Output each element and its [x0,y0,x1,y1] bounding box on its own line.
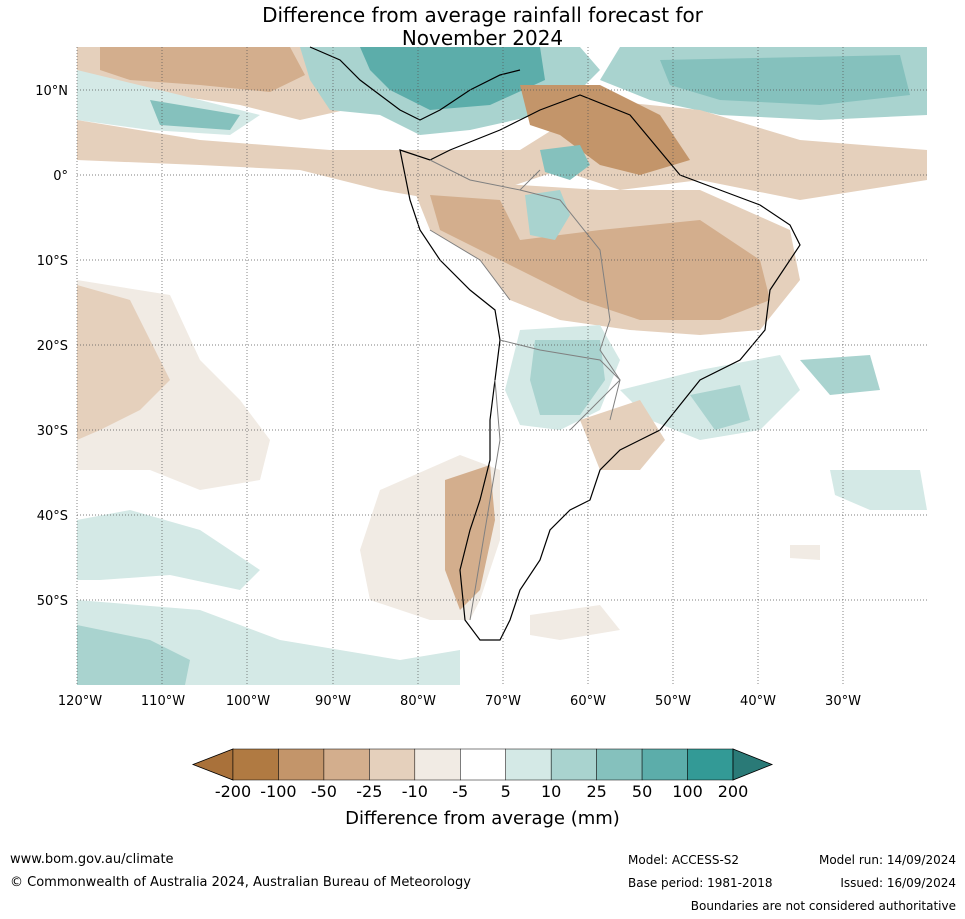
lat-label-50s: 50°S [37,594,68,609]
lon-label-80w: 80°W [400,694,436,709]
map-title: Difference from average rainfall forecas… [0,4,965,50]
footer-model-run: Model run: 14/09/2024 [818,853,956,867]
lat-label-40s: 40°S [37,509,68,524]
anomaly-wet-south-pacific [77,510,260,590]
longitude-labels: 120°W 110°W 100°W 90°W 80°W 70°W 60°W 50… [58,694,861,709]
colorbar-segment [278,748,325,781]
colorbar-tick-label: -200 [214,782,252,801]
border-chile [469,379,501,621]
anomaly-dry-amazon-core [430,195,770,320]
anomaly-wet-south-atlantic-core [690,385,750,430]
lat-label-30s: 30°S [37,424,68,439]
colorbar-segment [687,748,734,781]
anomaly-dry-uruguay [580,400,665,470]
colorbar-segment [460,748,506,781]
colorbar-segment [596,748,643,781]
colorbar-segment [505,748,552,781]
colorbar-tick-label: 100 [672,782,703,801]
anomaly-wet-atlantic-north-core [660,55,910,105]
anomaly-dry-falklands [530,605,620,640]
lat-label-20s: 20°S [37,339,68,354]
lon-label-100w: 100°W [226,694,270,709]
anomaly-dry-east-pacific-core [77,285,170,440]
anomaly-contours [77,47,927,685]
lon-label-110w: 110°W [141,694,185,709]
country-borders [429,159,621,621]
anomaly-dry-amazon-north [520,85,690,175]
anomaly-dry-patagonia-core [445,465,495,610]
colorbar-tick-label: -100 [260,782,297,801]
footer-model: Model: ACCESS-S2 [628,853,740,867]
anomaly-wet-amazon-spot [540,145,590,180]
colorbar-tick-label: 5 [500,782,511,801]
colorbar-tick-label: -25 [356,782,383,801]
colorbar-tick-label: -5 [452,782,469,801]
lon-label-70w: 70°W [485,694,521,709]
lon-label-30w: 30°W [825,694,861,709]
lat-label-10s: 10°S [37,254,68,269]
border-argentina [499,339,621,431]
lon-label-50w: 50°W [655,694,691,709]
latitude-labels: 10°N 0° 10°S 20°S 30°S 40°S 50°S [35,84,68,609]
anomaly-dry-north-pacific-core [100,47,305,92]
colorbar-tick-label: 25 [586,782,607,801]
lat-label-0: 0° [53,169,68,184]
colorbar-segment [550,748,597,781]
colorbar-tick-label: 10 [540,782,562,801]
colorbar-tick-label: -50 [310,782,337,801]
colorbar-arrow-low [191,748,234,781]
footer-copyright: © Commonwealth of Australia 2024, Austra… [10,875,471,890]
footer-url: www.bom.gov.au/climate [10,852,174,867]
anomaly-wet-caribbean-core [360,47,545,110]
lon-label-120w: 120°W [58,694,102,709]
colorbar-segment [414,748,461,781]
footer-issued: Issued: 16/09/2024 [840,876,956,890]
title-line-1: Difference from average rainfall forecas… [262,3,703,27]
colorbar-tick-label: 200 [717,782,749,801]
anomaly-wet-east-atlantic [800,355,880,395]
anomaly-wet-southern-ocean-core [77,625,190,685]
lon-label-40w: 40°W [740,694,776,709]
colorbar [191,748,774,781]
anomaly-dry-equatorial [77,100,927,200]
lat-label-10n: 10°N [35,84,68,99]
colorbar-segment [641,748,688,781]
anomaly-wet-amazon-south [525,190,570,240]
anomaly-dry-small-patch [790,545,820,560]
footer-disclaimer: Boundaries are not considered authoritat… [690,899,956,913]
title-line-2: November 2024 [401,26,564,50]
colorbar-segment [232,748,279,781]
colorbar-tick-label: -10 [401,782,428,801]
gridlines [76,47,927,685]
colorbar-arrow-high [732,748,774,781]
colorbar-tick-label: 50 [631,782,653,801]
colorbar-segment [323,748,370,781]
colorbar-segment [369,748,416,781]
footer-base-period: Base period: 1981-2018 [628,876,773,890]
colorbar-title: Difference from average (mm) [345,808,620,829]
anomaly-wet-east-south-atlantic [830,470,927,510]
border-colombia [429,159,541,191]
lon-label-60w: 60°W [570,694,606,709]
lon-label-90w: 90°W [315,694,351,709]
central-america-coastline [309,46,521,121]
anomaly-wet-chaco-core [530,340,605,415]
border-peru [429,229,511,301]
anomaly-wet-pacific-core [150,100,240,130]
